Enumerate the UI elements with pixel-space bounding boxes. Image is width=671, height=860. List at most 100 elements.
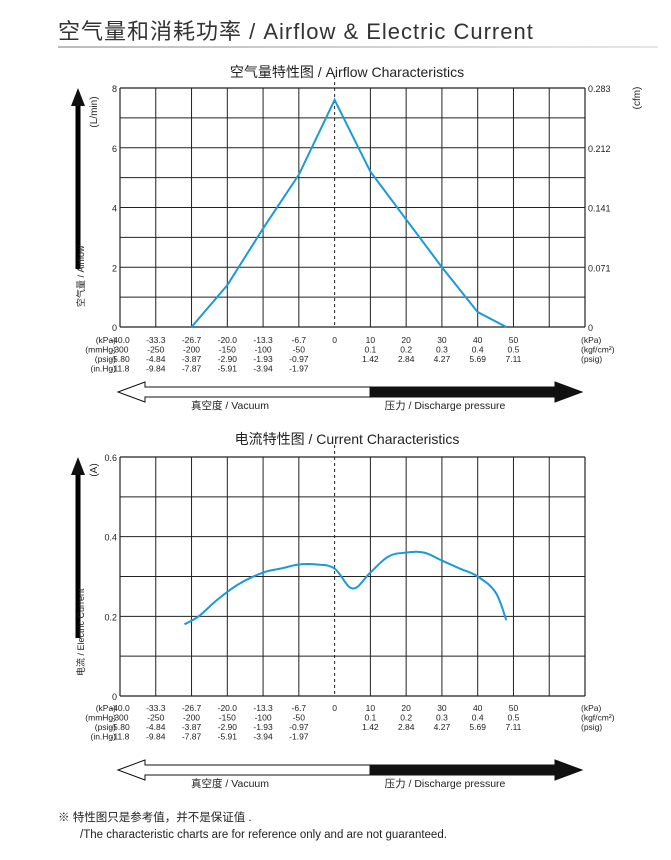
x-tick-vacuum: -11.8 [111, 732, 130, 742]
y2-tick-label: 0.283 [588, 84, 611, 94]
x-tick-vacuum: -3.94 [253, 732, 273, 742]
footnote-line-en: /The characteristic charts are for refer… [80, 829, 447, 841]
x-tick-vacuum: -5.80 [110, 354, 130, 364]
series-line [190, 97, 507, 328]
y-tick-label: 4 [112, 204, 117, 214]
chart-current: 电流特性图 / Current Characteristics 0 0.2 0.4 0.… [71, 431, 615, 790]
y2-tick-label: 0.141 [588, 204, 611, 214]
x-tick-vacuum: -1.97 [289, 364, 309, 374]
x-tick-vacuum: -3.87 [182, 354, 202, 364]
x-tick-kpa: 40 [473, 335, 483, 345]
x-tick-kpa: -6.7 [292, 703, 307, 713]
x-tick-kpa: 10 [366, 335, 376, 345]
vacuum-arrow [116, 381, 371, 403]
y-axis-label: 空气量 / Airflow [75, 245, 86, 307]
y-axis-arrow-shaft [75, 100, 81, 269]
vacuum-arrow [116, 759, 371, 781]
y-unit-label: (L/min) [89, 96, 100, 127]
series-line [183, 550, 508, 626]
x-tick-kpa: 20 [401, 703, 411, 713]
y-unit-label: (A) [89, 463, 100, 476]
y-axis-arrow-head [71, 88, 85, 106]
x-tick-pressure: 7.11 [506, 722, 522, 732]
y-tick-label: 0.6 [104, 453, 117, 463]
pressure-label: 压力 / Discharge pressure [385, 777, 506, 790]
x-tick-vacuum: -3.94 [253, 364, 273, 374]
x-tick-vacuum: -4.84 [146, 722, 166, 732]
x-tick-vacuum: -9.84 [146, 364, 166, 374]
x-tick-pressure: 0.4 [472, 713, 484, 723]
x-tick-vacuum: -2.90 [218, 354, 238, 364]
x-tick-vacuum: -5.91 [218, 364, 238, 374]
x-tick-pressure: 0.4 [472, 345, 484, 355]
chart-airflow: 空气量特性图 / Airflow Characteristics 0 2 4 6 8 0 0.… [71, 64, 643, 412]
x-unit-label-left: (in.Hg) [90, 732, 116, 742]
x-tick-kpa: -13.3 [253, 703, 273, 713]
x-tick-kpa: 30 [437, 703, 447, 713]
x-tick-kpa: -26.7 [182, 703, 202, 713]
x-tick-pressure: 0.3 [436, 345, 448, 355]
y-tick-label: 8 [112, 84, 117, 94]
x-tick-kpa: 50 [509, 335, 519, 345]
x-tick-pressure: 2.84 [398, 722, 415, 732]
x-tick-pressure: 0.1 [364, 345, 376, 355]
pressure-arrow [369, 381, 584, 403]
x-tick-pressure: 4.27 [434, 354, 451, 364]
x-tick-kpa: 30 [437, 335, 447, 345]
x-tick-vacuum: -0.97 [289, 722, 309, 732]
x-tick-pressure: 0.2 [400, 713, 412, 723]
x-tick-vacuum: -11.8 [111, 364, 130, 374]
x-unit-label-left: (mmHg) [85, 345, 116, 355]
x-tick-kpa: -26.7 [182, 335, 202, 345]
x-tick-vacuum: -250 [147, 345, 164, 355]
y2-tick-label: 0.071 [588, 263, 611, 273]
x-tick-vacuum: -1.93 [253, 722, 273, 732]
x-tick-pressure: 7.11 [506, 354, 522, 364]
x-unit-label-right: (kgf/cm²) [581, 713, 615, 723]
x-tick-vacuum: -150 [219, 345, 236, 355]
x-tick-vacuum: -7.87 [182, 732, 202, 742]
x-unit-label-left: (kPa) [96, 703, 116, 713]
y-tick-label: 2 [112, 263, 117, 273]
footnote: ※ 特性图只是参考值，并不是保证值 . /The characteristic … [58, 810, 447, 844]
x-tick-vacuum: -150 [219, 713, 236, 723]
x-unit-label-left: (in.Hg) [90, 364, 116, 374]
x-tick-pressure: 0.5 [508, 713, 520, 723]
y-tick-label: 0 [112, 692, 117, 702]
chart-title: 电流特性图 / Current Characteristics [235, 431, 460, 447]
x-tick-vacuum: -0.97 [289, 354, 309, 364]
x-unit-label-right: (kPa) [581, 703, 601, 713]
y2-tick-label: 0.212 [588, 144, 611, 154]
x-tick-kpa: 10 [366, 703, 376, 713]
y-tick-label: 0.4 [104, 533, 117, 543]
x-tick-kpa: -6.7 [292, 335, 307, 345]
x-tick-vacuum: -9.84 [146, 732, 166, 742]
x-unit-label-right: (kPa) [581, 335, 601, 345]
x-tick-vacuum: -100 [255, 713, 272, 723]
x-tick-pressure: 1.42 [362, 722, 379, 732]
x-unit-label-right: (psig) [581, 722, 602, 732]
x-tick-vacuum: -50 [293, 345, 306, 355]
x-tick-vacuum: -100 [255, 345, 272, 355]
x-tick-vacuum: -4.84 [146, 354, 166, 364]
y2-tick-label: 0 [588, 323, 593, 333]
x-tick-kpa: -33.3 [146, 703, 166, 713]
x-tick-vacuum: -300 [111, 345, 128, 355]
y-axis-arrow-shaft [75, 469, 81, 638]
x-tick-pressure: 2.84 [398, 354, 415, 364]
x-unit-label-left: (mmHg) [85, 713, 116, 723]
x-tick-kpa: 20 [401, 335, 411, 345]
x-tick-pressure: 5.69 [469, 722, 486, 732]
pressure-label: 压力 / Discharge pressure [385, 399, 506, 412]
x-tick-vacuum: -250 [147, 713, 164, 723]
chart-title: 空气量特性图 / Airflow Characteristics [230, 64, 464, 80]
x-tick-pressure: 4.27 [434, 722, 451, 732]
footnote-line-cn: ※ 特性图只是参考值，并不是保证值 . [58, 812, 252, 824]
x-tick-vacuum: -5.80 [110, 722, 130, 732]
x-tick-kpa: -40.0 [110, 335, 130, 345]
x-tick-vacuum: -3.87 [182, 722, 202, 732]
pressure-arrow [369, 759, 584, 781]
x-tick-vacuum: -300 [111, 713, 128, 723]
x-unit-label-left: (psig) [95, 722, 116, 732]
x-tick-vacuum: -7.87 [182, 364, 202, 374]
